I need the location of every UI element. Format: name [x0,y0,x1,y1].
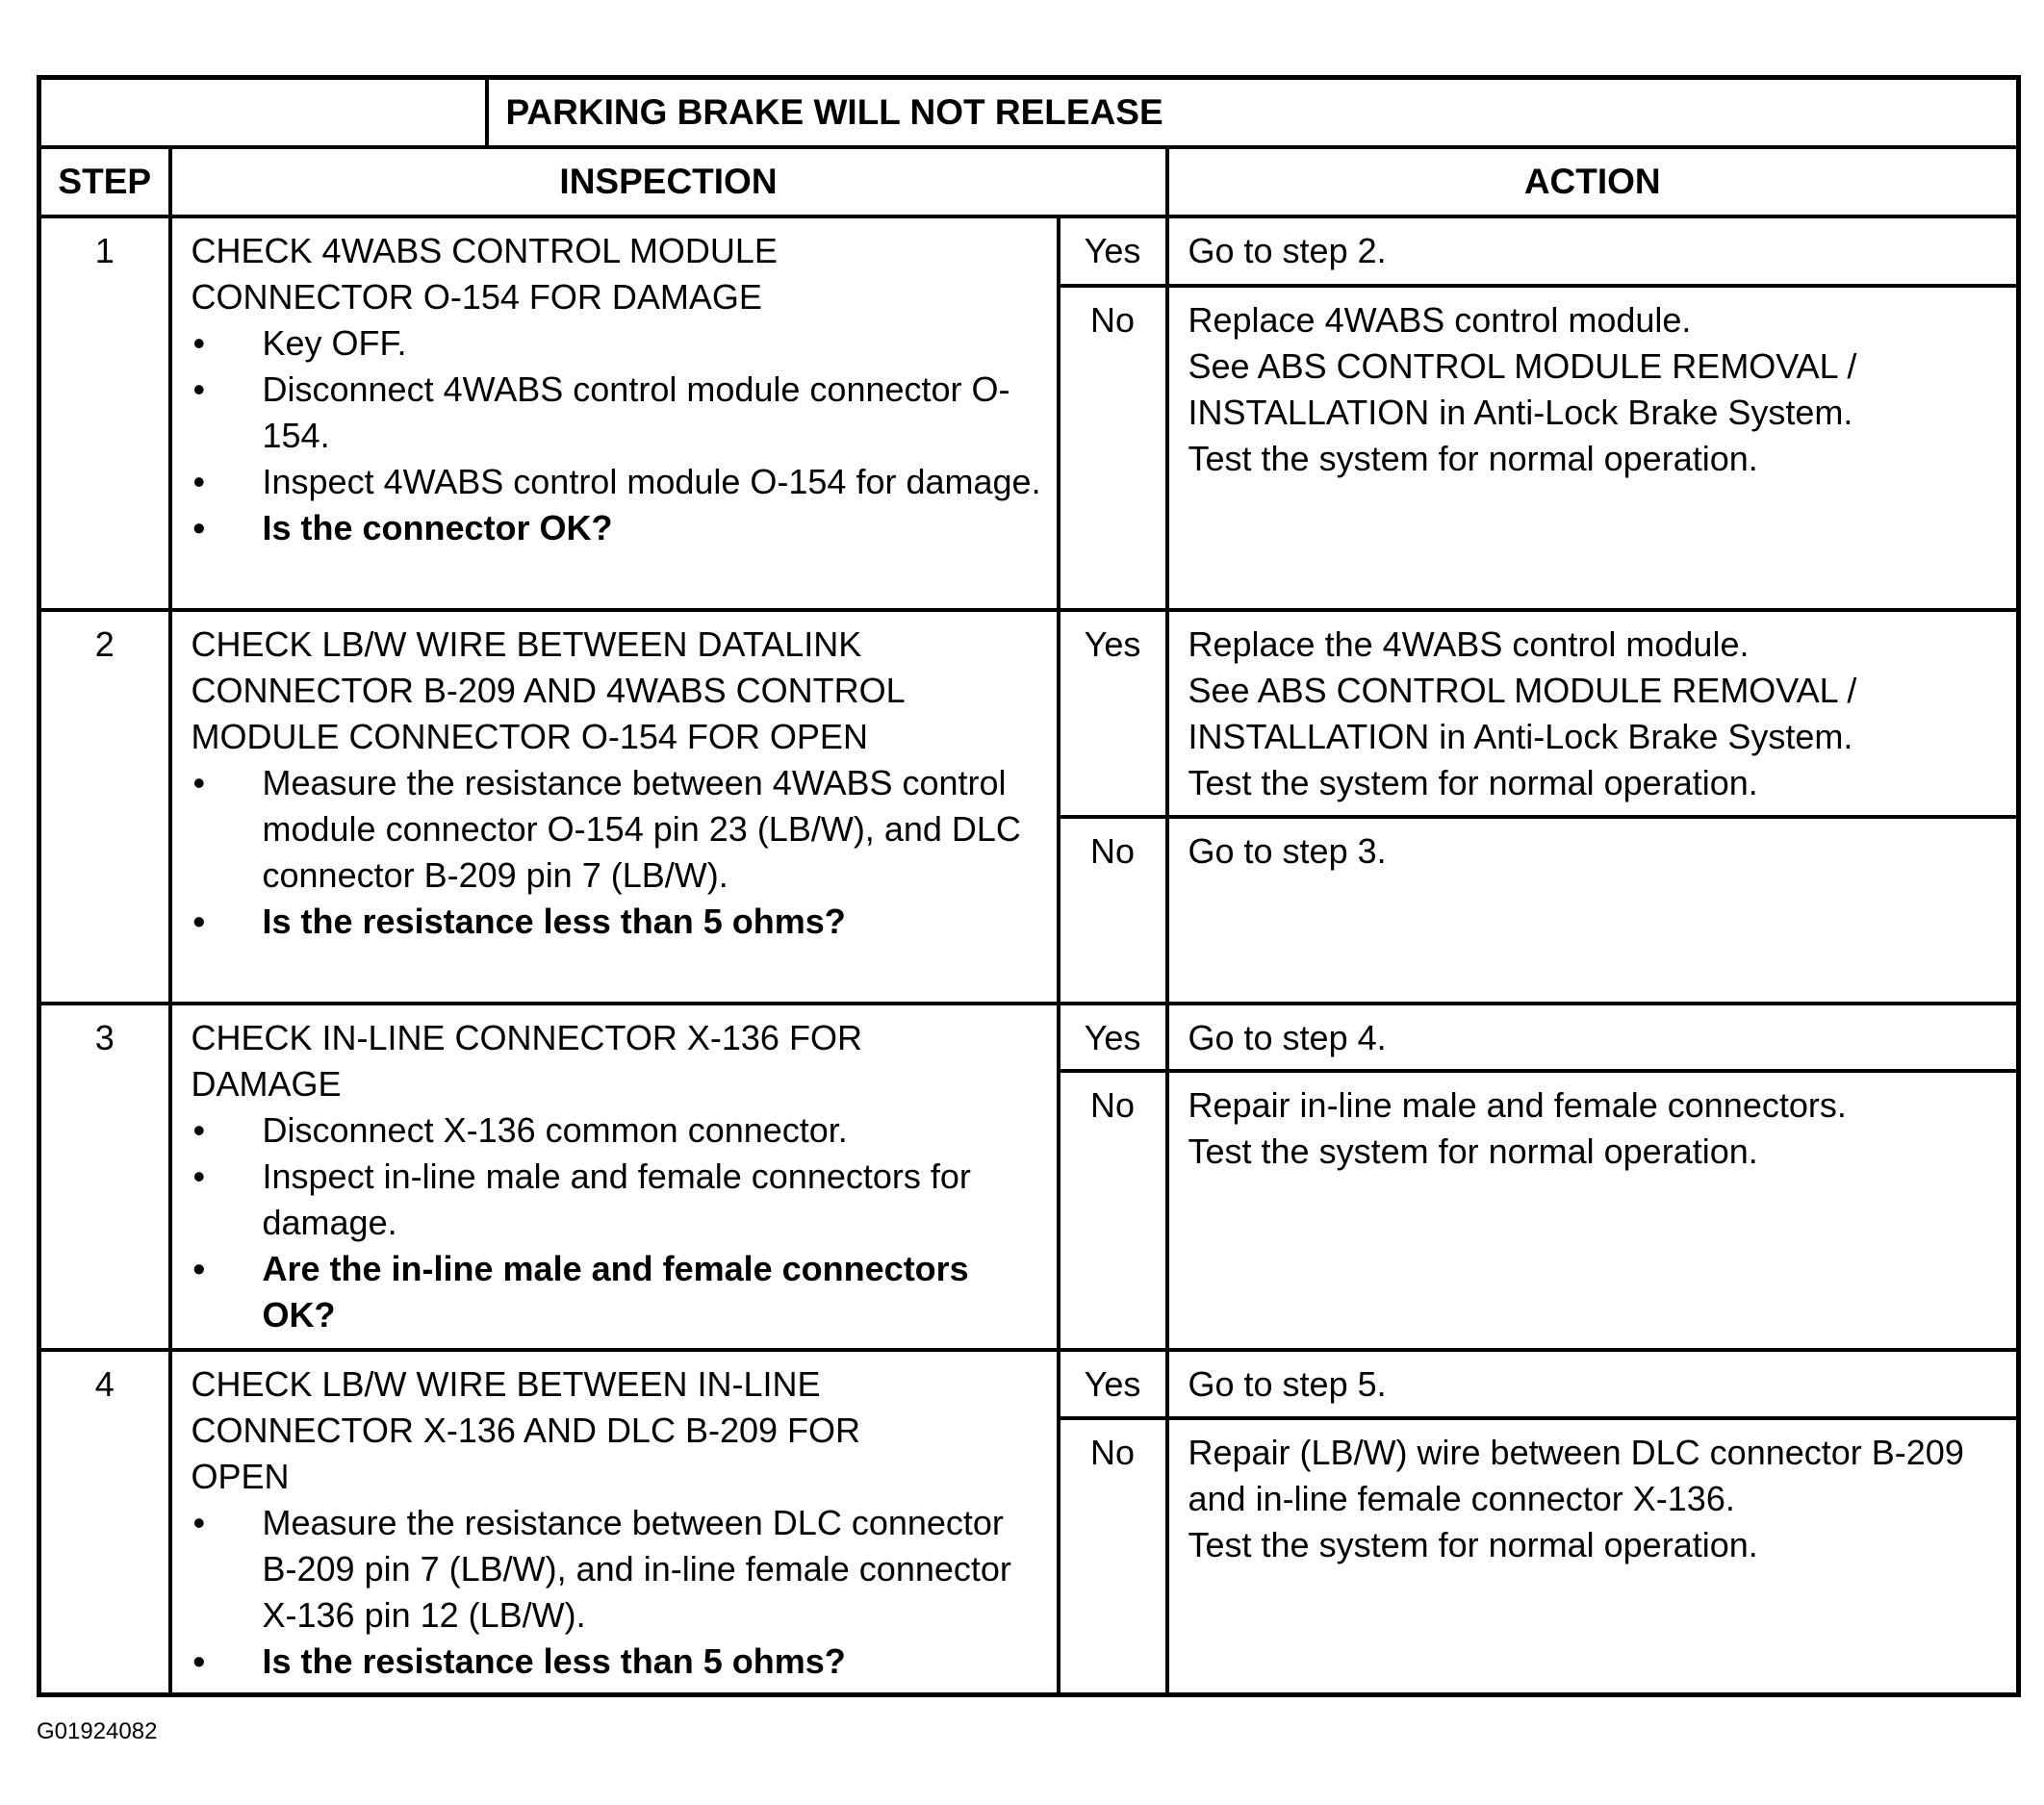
step-row-no: No Go to step 3. [39,814,2021,1005]
action-line: Repair (LB/W) wire between DLC connector… [1188,1432,1964,1518]
step-row: 2 CHECK LB/W WIRE BETWEEN DATALINK CONNECT… [37,607,2021,1005]
bullet-icon: • [192,1502,206,1542]
step-row-no: No Replace 4WABS control module. See ABS C… [39,283,2021,612]
action-line: See ABS CONTROL MODULE REMOVAL / INSTALL… [1188,345,1857,432]
inspection-heading-line: CHECK IN-LINE CONNECTOR X-136 FOR [191,1017,862,1057]
inspection-bullet: • Inspect in-line male and female connect… [192,1154,1043,1246]
bullet-text: Inspect 4WABS control module O-154 for d… [262,461,1041,501]
yes-label: Yes [1056,1347,1169,1420]
bullet-icon: • [192,369,206,409]
yes-label: Yes [1056,214,1169,288]
action-line: Test the system for normal operation. [1188,762,1758,802]
action-line: Test the system for normal operation. [1188,1524,1758,1564]
inspection-cell: CHECK IN-LINE CONNECTOR X-136 FOR DAMAGE •… [167,1001,1060,1352]
inspection-cell: CHECK LB/W WIRE BETWEEN DATALINK CONNECTO… [167,607,1060,1005]
bullet-icon: • [192,1156,206,1196]
no-label: No [1056,814,1169,1005]
yes-label: Yes [1056,1001,1169,1073]
inspection-bullet: • Disconnect X-136 common connector. [192,1107,1043,1154]
header-inspection: INSPECTION [167,144,1169,218]
inspection-bullet: • Is the resistance less than 5 ohms? [192,1639,1043,1685]
action-line: Go to step 3. [1188,830,1387,871]
inspection-bullet: • Inspect 4WABS control module O-154 for … [192,459,1043,505]
action-line: Repair in-line male and female connector… [1188,1084,1847,1125]
inspection-bullet: • Key OFF. [192,320,1043,367]
bullet-text: Disconnect X-136 common connector. [262,1109,848,1150]
inspection-bullet: • Disconnect 4WABS control module connect… [192,367,1043,459]
diagnostic-table: PARKING BRAKE WILL NOT RELEASE STEP INSP… [37,75,2021,1697]
figure-id: G01924082 [37,1718,158,1744]
inspection-cell: CHECK LB/W WIRE BETWEEN IN-LINE CONNECTOR… [167,1347,1060,1697]
bullet-text: Is the connector OK? [262,507,613,547]
action-line: Go to step 5. [1188,1363,1387,1404]
inspection-bullet: • Is the connector OK? [192,505,1043,551]
bullet-text: Measure the resistance between 4WABS con… [262,762,1021,895]
bullet-icon: • [192,322,206,363]
step-row: 3 CHECK IN-LINE CONNECTOR X-136 FOR DAMAGE… [37,1001,2021,1352]
no-action: Replace 4WABS control module. See ABS CON… [1164,283,2021,612]
bullet-icon: • [192,762,206,802]
bullet-text: Measure the resistance between DLC conne… [262,1502,1011,1635]
bullet-text: Key OFF. [262,322,407,363]
inspection-bullet: • Measure the resistance between 4WABS co… [192,760,1043,899]
step-number: 4 [37,1347,172,1697]
inspection-heading-line: MODULE CONNECTOR O-154 FOR OPEN [191,716,868,756]
inspection-bullet: • Measure the resistance between DLC conn… [192,1500,1043,1639]
inspection-bullet: • Are the in-line male and female connect… [192,1246,1043,1338]
bullet-icon: • [192,1640,206,1681]
inspection-heading-line: CHECK LB/W WIRE BETWEEN DATALINK [191,623,862,664]
bullet-text: Are the in-line male and female connecto… [262,1248,969,1335]
inspection-cell: CHECK 4WABS CONTROL MODULE CONNECTOR O-15… [167,214,1060,612]
inspection-heading-line: CHECK 4WABS CONTROL MODULE [191,230,778,270]
step-row: 4 CHECK LB/W WIRE BETWEEN IN-LINE CONNECTO… [37,1347,2021,1697]
bullet-icon: • [192,507,206,547]
action-line: Replace the 4WABS control module. [1188,623,1750,664]
no-label: No [1056,283,1169,612]
bullet-icon: • [192,1109,206,1150]
action-line: Replace 4WABS control module. [1188,299,1692,340]
bullet-icon: • [192,1248,206,1288]
bullet-icon: • [192,901,206,941]
bullet-text: Disconnect 4WABS control module connecto… [262,369,1010,455]
inspection-heading-line: DAMAGE [191,1063,342,1104]
step-number: 1 [37,214,172,612]
no-label: No [1056,1068,1169,1352]
inspection-bullet: • Is the resistance less than 5 ohms? [192,899,1043,945]
header-action: ACTION [1164,144,2021,218]
no-action: Repair in-line male and female connector… [1164,1068,2021,1352]
no-label: No [1056,1415,1169,1697]
step-row-no: No Repair (LB/W) wire between DLC connect… [39,1415,2021,1697]
step-number: 3 [37,1001,172,1352]
bullet-text: Is the resistance less than 5 ohms? [262,1640,846,1681]
bullet-text: Inspect in-line male and female connecto… [262,1156,971,1242]
action-line: Go to step 2. [1188,230,1387,270]
inspection-heading-line: CONNECTOR B-209 AND 4WABS CONTROL [191,670,906,710]
inspection-heading-line: CONNECTOR O-154 FOR DAMAGE [191,276,762,317]
inspection-heading-line: CHECK LB/W WIRE BETWEEN IN-LINE [191,1363,821,1404]
bullet-text: Is the resistance less than 5 ohms? [262,901,846,941]
header-row: STEP INSPECTION ACTION [37,144,2021,218]
step-number: 2 [37,607,172,1005]
inspection-heading-line: OPEN [191,1456,290,1496]
step-row: 1 CHECK 4WABS CONTROL MODULE CONNECTOR O-1… [37,214,2021,612]
header-step: STEP [37,144,172,218]
action-line: Test the system for normal operation. [1188,1131,1758,1171]
step-row-no: No Repair in-line male and female connect… [39,1068,2021,1352]
action-line: Go to step 4. [1188,1017,1387,1057]
no-action: Repair (LB/W) wire between DLC connector… [1164,1415,2021,1697]
title-row: PARKING BRAKE WILL NOT RELEASE [37,75,2021,149]
inspection-heading-line: CONNECTOR X-136 AND DLC B-209 FOR [191,1410,861,1450]
yes-label: Yes [1056,607,1169,819]
action-line: See ABS CONTROL MODULE REMOVAL / INSTALL… [1188,670,1857,756]
no-action: Go to step 3. [1164,814,2021,1005]
table-title: PARKING BRAKE WILL NOT RELEASE [484,75,2021,149]
yes-action: Go to step 2. [1164,214,2021,288]
yes-action: Go to step 4. [1164,1001,2021,1073]
action-line: Test the system for normal operation. [1188,438,1758,478]
bullet-icon: • [192,461,206,501]
yes-action: Replace the 4WABS control module. See ABS… [1164,607,2021,819]
yes-action: Go to step 5. [1164,1347,2021,1420]
blank-cell [37,75,489,149]
